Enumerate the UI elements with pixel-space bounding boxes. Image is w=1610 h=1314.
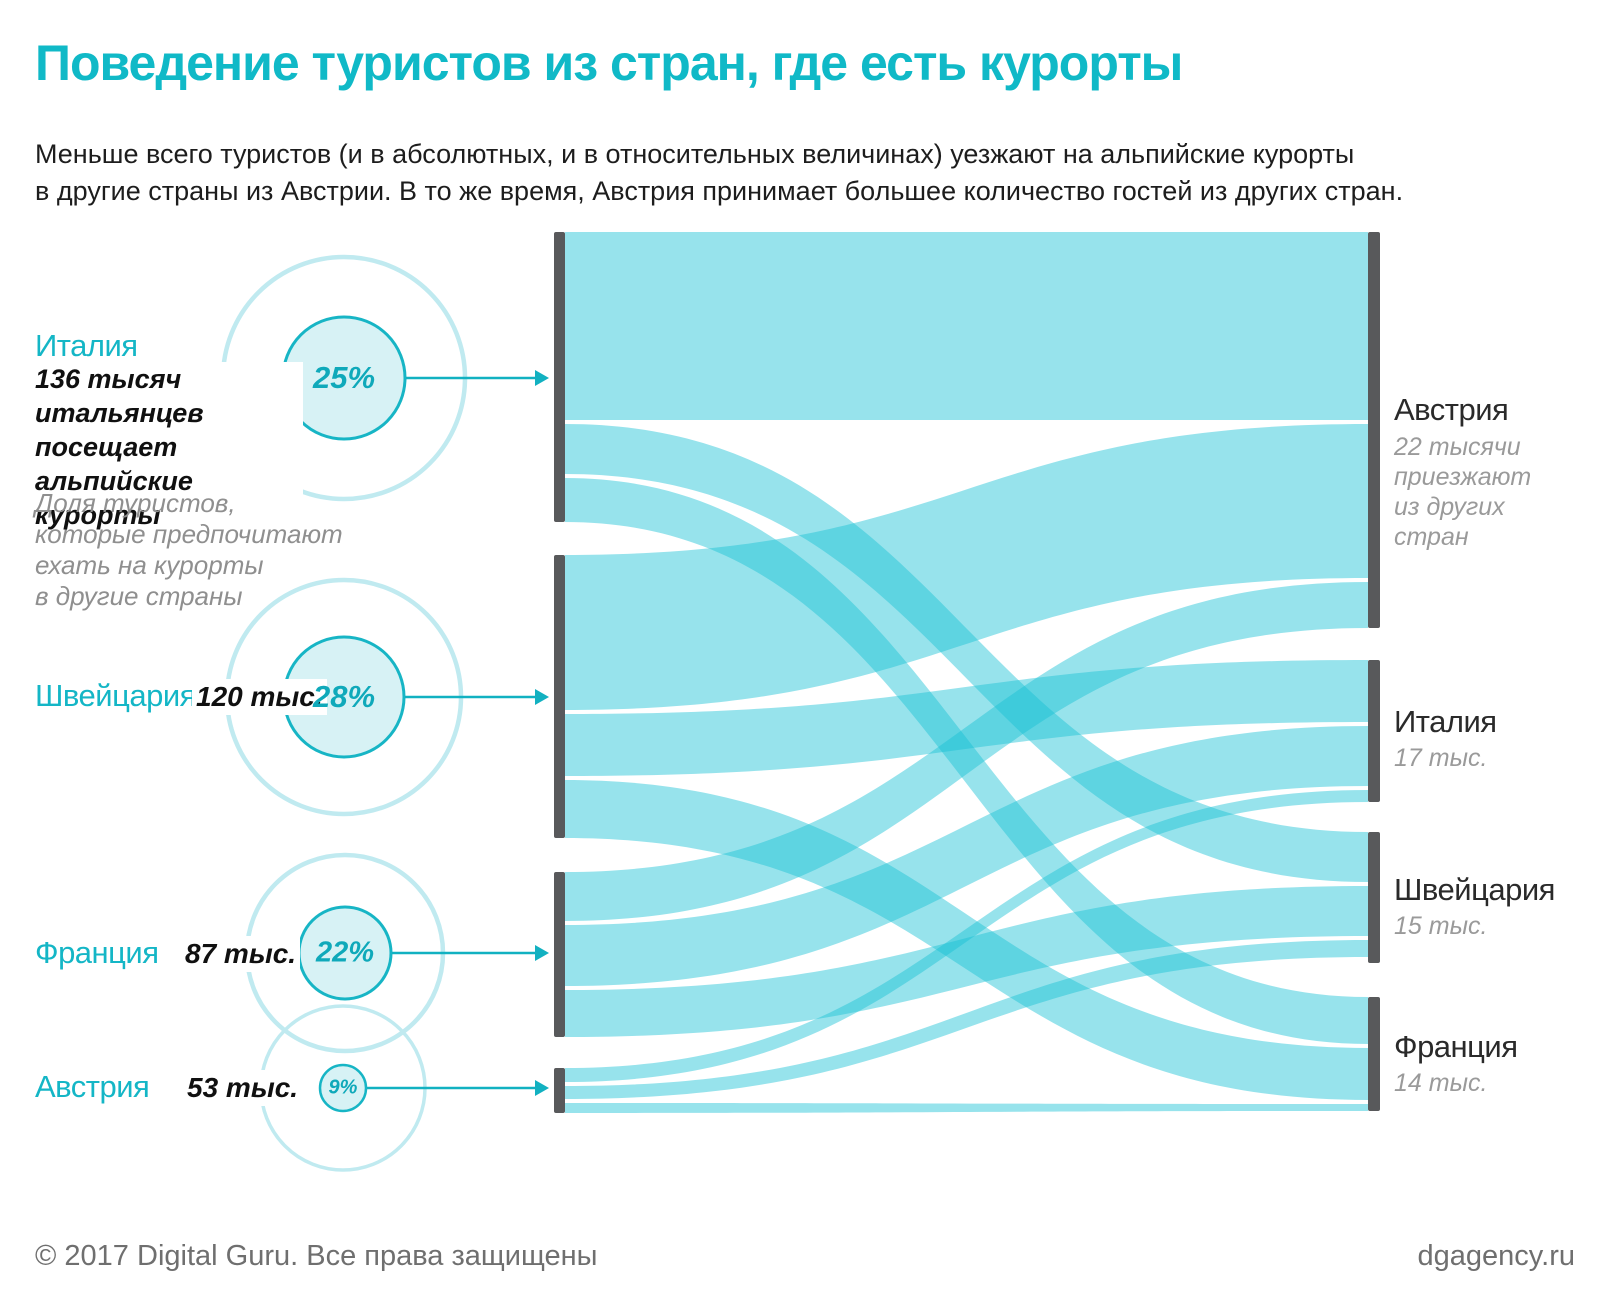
dest-value-switzerland: 15 тыс. [1394, 912, 1488, 940]
arrow-france [392, 945, 549, 961]
share-annotation-line1: Доля туристов, [35, 488, 236, 518]
dest-label-switzerland: Швейцария [1394, 872, 1555, 907]
dest-label-austria: Австрия [1394, 392, 1509, 427]
source-label-italy: Италия [35, 328, 138, 363]
flow-france-to-austria [565, 582, 1368, 921]
flow-switzerland-to-france [565, 780, 1368, 1100]
subtitle-line-2: в другие страны из Австрии. В то же врем… [35, 176, 1404, 206]
dest-note-austria: 22 тысячи приезжают из других стран [1394, 432, 1531, 552]
share-annotation: Доля туристов, которые предпочитают ехат… [35, 488, 343, 612]
dest-bar-france [1368, 997, 1380, 1111]
percent-italy: 25% [312, 360, 376, 395]
source-bar-italy [554, 232, 565, 522]
flow-france-to-switzerland [565, 886, 1368, 1037]
dest-bar-switzerland [1368, 832, 1380, 963]
source-value-austria: 53 тыс. [183, 1070, 303, 1106]
dest-note-austria-line1: 22 тысячи [1394, 433, 1521, 461]
share-annotation-line3: ехать на курорты [35, 550, 264, 580]
percent-switzerland: 28% [312, 679, 376, 714]
arrow-italy [406, 370, 549, 386]
source-note-italy-line2: посещает альпийские [35, 432, 193, 496]
source-note-italy-line3: курорты [35, 500, 161, 530]
percent-austria: 9% [328, 1076, 358, 1099]
source-value-france: 87 тыс. [181, 936, 301, 972]
dest-note-austria-line3: из других [1394, 493, 1505, 521]
percent-france: 22% [315, 936, 375, 969]
dest-label-italy: Италия [1394, 704, 1497, 739]
source-label-france: Франция [35, 935, 159, 970]
flow-switzerland-to-italy [565, 660, 1368, 776]
subtitle-line-1: Меньше всего туристов (и в абсолютных, и… [35, 139, 1355, 169]
dest-value-france: 14 тыс. [1394, 1069, 1488, 1097]
flow-italy-to-switzerland [565, 424, 1368, 882]
flow-italy-to-austria [565, 232, 1368, 420]
dest-label-france: Франция [1394, 1029, 1518, 1064]
dest-note-austria-line2: приезжают [1394, 463, 1532, 491]
source-note-italy: 136 тысяч итальянцев посещает альпийские… [35, 362, 303, 532]
source-bar-switzerland [554, 555, 565, 838]
dest-value-italy: 17 тыс. [1394, 744, 1488, 772]
source-note-italy-line1: 136 тысяч итальянцев [35, 364, 204, 428]
flow-switzerland-to-austria [565, 424, 1368, 710]
dest-bar-italy [1368, 660, 1380, 802]
arrow-austria [367, 1080, 549, 1096]
source-bar-france [554, 872, 565, 1037]
copyright-text: © 2017 Digital Guru. Все права защищены [35, 1240, 598, 1272]
flow-austria-to-italy [565, 790, 1368, 1082]
source-label-switzerland: Швейцария [35, 678, 196, 713]
share-annotation-line4: в другие страны [35, 581, 243, 611]
flow-france-to-italy [565, 726, 1368, 986]
dest-bar-austria [1368, 232, 1380, 628]
share-annotation-line2: которые предпочитают [35, 519, 343, 549]
site-link: dgagency.ru [1417, 1240, 1575, 1272]
inner-circle-austria [318, 1063, 368, 1113]
arrow-switzerland [405, 689, 549, 705]
flow-italy-to-france [565, 478, 1368, 1044]
page-title: Поведение туристов из стран, где есть ку… [35, 35, 1183, 91]
source-label-austria: Австрия [35, 1069, 150, 1104]
source-value-switzerland: 120 тыс. [192, 679, 327, 715]
subtitle: Меньше всего туристов (и в абсолютных, и… [35, 136, 1403, 210]
dest-note-austria-line4: стран [1394, 523, 1469, 551]
flow-austria-to-switzerland [565, 940, 1368, 1099]
source-bar-austria [554, 1068, 565, 1113]
flow-austria-to-france [565, 1103, 1368, 1113]
